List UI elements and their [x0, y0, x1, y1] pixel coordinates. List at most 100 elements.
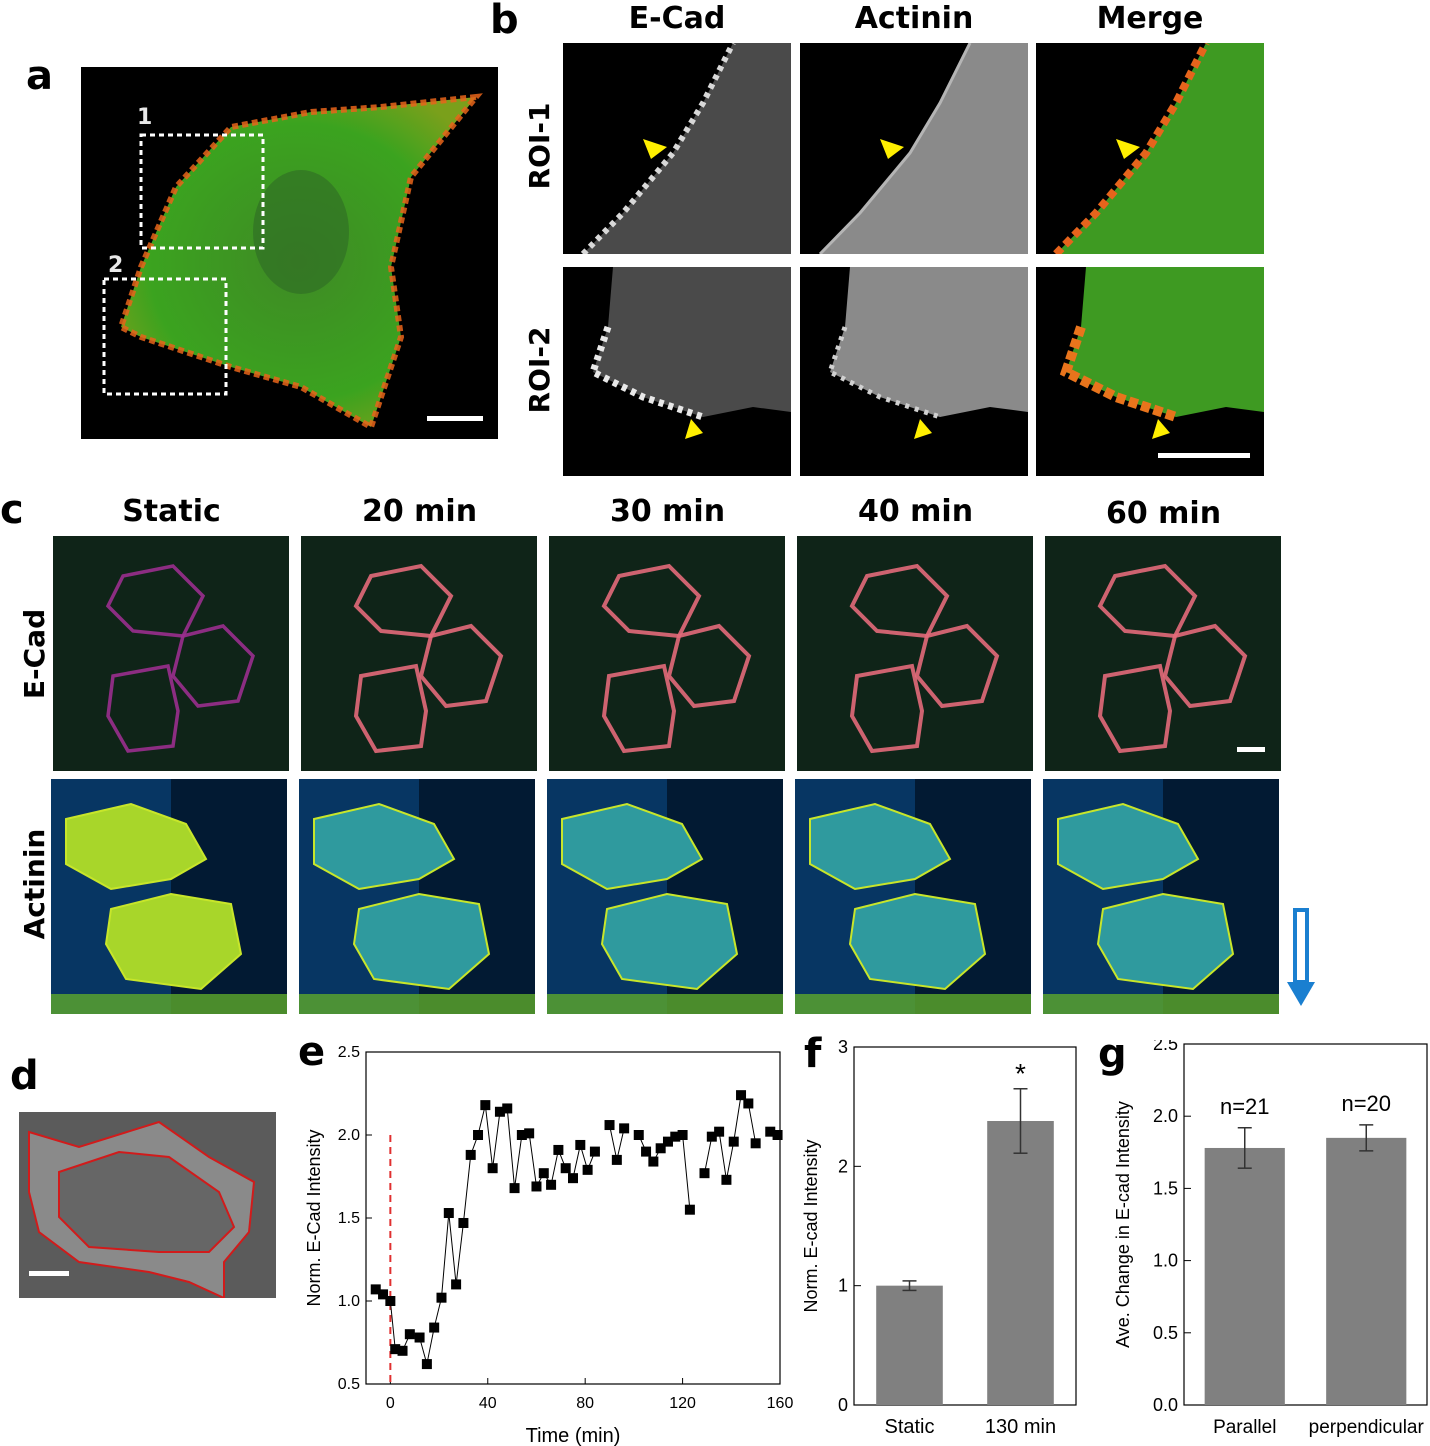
panel-label-a: a [26, 53, 53, 99]
ecad-cell-outline [418, 623, 504, 709]
ecad-tile [53, 536, 289, 771]
data-point [404, 1329, 415, 1340]
x-tick-label: 160 [767, 1395, 794, 1412]
data-point [772, 1130, 783, 1140]
data-point [465, 1149, 476, 1160]
panel-e-time-course-chart: 0 40 80 120 160 0.5 1.0 1.5 2.0 2.5 Time (min) Norm… [304, 1044, 794, 1446]
data-series-line [375, 1105, 596, 1365]
ecad-cell-outline [1097, 563, 1198, 639]
roi-label-1: 1 [137, 105, 153, 130]
panel-label-g: g [1098, 1031, 1127, 1077]
ecad-cell-outline [849, 663, 925, 754]
ecad-cell-outline [601, 563, 702, 639]
panel-g-bar-chart: 0.0 0.5 1.0 1.5 2.0 2.5 Parallel n=21 perpendicu… [1113, 1040, 1428, 1438]
data-point [670, 1131, 681, 1142]
flow-direction-arrow-icon [1287, 908, 1315, 1006]
scale-bar [29, 1271, 69, 1276]
data-point [721, 1174, 732, 1185]
data-point [524, 1128, 535, 1139]
actinin-tile [1043, 779, 1279, 1014]
row-header-ecad: E-Cad [18, 608, 51, 700]
actinin-tile [51, 779, 287, 1014]
x-category-label: Parallel [1213, 1417, 1276, 1438]
ecad-cell-outline [353, 663, 429, 754]
data-point [743, 1098, 754, 1109]
panel-label-c: c [0, 487, 24, 533]
x-tick-label: 120 [669, 1395, 696, 1412]
y-tick-label: 1.0 [1153, 1251, 1178, 1271]
panel-a-cell-image: 1 2 [81, 67, 498, 439]
actinin-cell [1096, 892, 1235, 991]
ecad-cell-outline [353, 563, 454, 639]
y-axis-label: Ave. Change in E-cad Intensity [1113, 1101, 1133, 1348]
x-tick-label: 0 [386, 1395, 395, 1412]
roi2-actinin-image [800, 267, 1028, 476]
col-header-30min: 30 min [609, 494, 726, 529]
data-point [589, 1146, 600, 1157]
actinin-cell [848, 892, 987, 991]
actinin-bottom-cells [1043, 994, 1279, 1014]
data-point [604, 1120, 615, 1131]
data-point [480, 1100, 491, 1111]
data-point [451, 1279, 462, 1290]
y-tick-label: 1.5 [1153, 1178, 1178, 1198]
data-point [429, 1322, 440, 1333]
data-point [611, 1154, 622, 1165]
actinin-bottom-cells [795, 994, 1031, 1014]
roi2-merge-image [1036, 267, 1264, 476]
data-point [487, 1163, 498, 1174]
bar-annotation: n=21 [1220, 1094, 1270, 1119]
x-category-label: 130 min [985, 1416, 1056, 1438]
data-point [736, 1090, 747, 1101]
y-tick-label: 0.0 [1153, 1395, 1178, 1415]
plot-frame [853, 1046, 1077, 1406]
ecad-tile [1045, 536, 1281, 771]
actinin-bottom-cells [299, 994, 535, 1014]
x-tick-label: 80 [576, 1395, 594, 1412]
ecad-tile [549, 536, 785, 771]
data-point [516, 1130, 527, 1140]
data-point [714, 1126, 725, 1137]
data-point [728, 1136, 739, 1147]
actinin-bottom-cells [51, 994, 287, 1014]
data-point [560, 1163, 571, 1174]
data-point [509, 1183, 520, 1194]
ecad-cell-outline [106, 663, 180, 753]
panel-label-e: e [298, 1029, 326, 1075]
actinin-bottom-cells [547, 994, 783, 1014]
data-point [553, 1144, 564, 1155]
data-point [458, 1217, 469, 1228]
data-point [684, 1204, 695, 1215]
actinin-cell [809, 802, 952, 891]
bar [1326, 1137, 1407, 1405]
ecad-cell-outline [666, 623, 752, 709]
ecad-cell-outline [105, 564, 206, 638]
y-axis-label: Norm. E-Cad Intensity [304, 1129, 324, 1306]
y-tick-label: 1.5 [338, 1210, 360, 1227]
data-point [502, 1103, 513, 1114]
actinin-tile [299, 779, 535, 1014]
y-tick-label: 2.5 [1153, 1040, 1178, 1054]
data-point [699, 1168, 710, 1179]
data-point [473, 1130, 484, 1140]
data-point [414, 1332, 425, 1343]
data-point [494, 1106, 505, 1117]
data-point [385, 1296, 396, 1306]
y-tick-label: 0.5 [1153, 1323, 1178, 1343]
ecad-cell-outline [914, 623, 1000, 709]
row-header-roi1: ROI-1 [523, 102, 556, 190]
data-point [436, 1292, 447, 1303]
x-axis-label: Time (min) [526, 1425, 621, 1446]
col-header-merge: Merge [1096, 1, 1204, 36]
data-point [582, 1164, 593, 1175]
data-point [568, 1173, 578, 1184]
actinin-cell [561, 802, 704, 891]
col-header-40min: 40 min [857, 494, 974, 529]
panel-label-f: f [804, 1031, 822, 1077]
actinin-cell [313, 802, 456, 891]
data-point [619, 1123, 630, 1134]
panel-label-d: d [10, 1053, 39, 1099]
plot-frame [365, 1051, 781, 1385]
row-header-roi2: ROI-2 [523, 326, 556, 414]
y-tick-label: 0.5 [338, 1376, 360, 1393]
